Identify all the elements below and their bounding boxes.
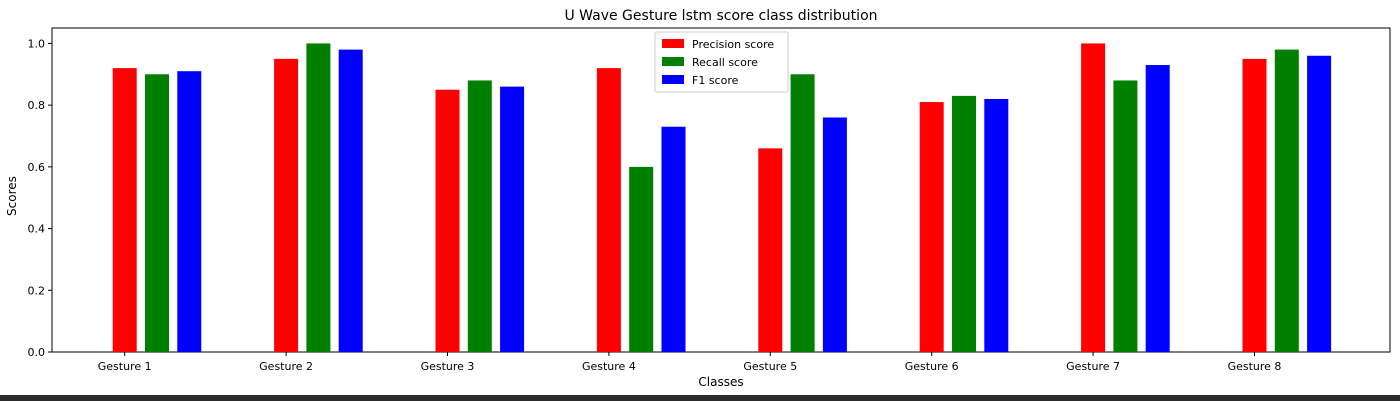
bar bbox=[629, 166, 654, 352]
bar bbox=[435, 89, 460, 352]
bar bbox=[145, 74, 169, 353]
bar bbox=[177, 71, 202, 352]
bar bbox=[1113, 80, 1138, 352]
legend-box bbox=[654, 31, 789, 93]
bar bbox=[467, 80, 492, 352]
window-bottom-edge bbox=[0, 395, 1400, 401]
legend-swatch bbox=[662, 57, 684, 66]
x-tick-label: Gesture 5 bbox=[743, 360, 797, 373]
x-tick-label: Gesture 4 bbox=[582, 360, 636, 373]
y-tick-label: 0.0 bbox=[28, 346, 46, 359]
plot-area: 0.0 0.2 0.4 0.6 0.8 1.0 Gesture 1 Gesture 2 Gest… bbox=[28, 27, 1391, 373]
bar bbox=[1081, 43, 1106, 353]
bar bbox=[1307, 55, 1332, 353]
bar bbox=[919, 102, 944, 352]
x-tick-label: Gesture 7 bbox=[1066, 360, 1120, 373]
x-tick-label: Gesture 6 bbox=[905, 360, 959, 373]
bar bbox=[1274, 49, 1299, 352]
chart-title: U Wave Gesture lstm score class distribu… bbox=[564, 8, 877, 24]
bar bbox=[274, 58, 299, 352]
x-tick-label: Gesture 3 bbox=[421, 360, 475, 373]
y-axis-label: Scores bbox=[5, 176, 19, 216]
legend: Precision score Recall score F1 score bbox=[654, 31, 789, 93]
y-tick-label: 0.6 bbox=[28, 161, 46, 174]
y-tick-label: 0.8 bbox=[28, 99, 46, 112]
bar bbox=[338, 49, 363, 352]
bar bbox=[112, 68, 137, 352]
bar bbox=[758, 148, 783, 352]
bar bbox=[306, 43, 331, 353]
bar bbox=[1145, 65, 1170, 353]
bar bbox=[822, 117, 847, 352]
x-tick-label: Gesture 1 bbox=[98, 360, 152, 373]
legend-label: Recall score bbox=[692, 56, 758, 69]
bar bbox=[500, 86, 525, 352]
y-tick-label: 1.0 bbox=[28, 37, 46, 50]
bar bbox=[596, 68, 621, 352]
bar bbox=[1242, 58, 1267, 352]
legend-swatch bbox=[662, 75, 684, 84]
y-tick-label: 0.2 bbox=[28, 284, 46, 297]
x-axis-label: Classes bbox=[698, 375, 743, 389]
x-tick-label: Gesture 2 bbox=[259, 360, 313, 373]
y-tick-label: 0.4 bbox=[28, 223, 46, 236]
legend-swatch bbox=[662, 39, 684, 48]
legend-label: Precision score bbox=[692, 38, 774, 51]
bar bbox=[790, 74, 815, 353]
x-tick-label: Gesture 8 bbox=[1228, 360, 1282, 373]
bar bbox=[952, 95, 976, 352]
bar bbox=[661, 126, 686, 352]
legend-label: F1 score bbox=[692, 74, 739, 87]
bar bbox=[984, 98, 1009, 352]
plot-frame bbox=[51, 27, 1391, 353]
